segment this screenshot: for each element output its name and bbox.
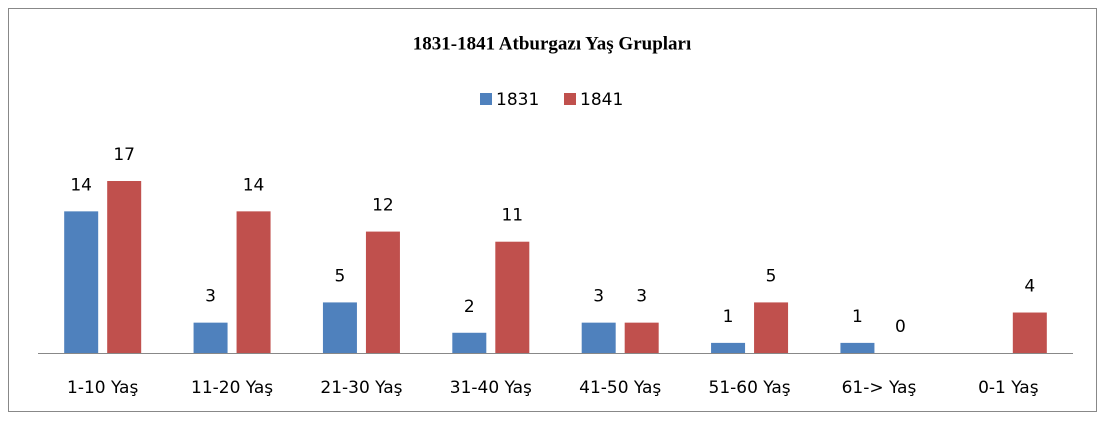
bar [495, 241, 530, 353]
data-label: 5 [335, 266, 346, 286]
bar [107, 181, 142, 353]
legend-swatch [480, 93, 492, 105]
bar [236, 211, 271, 353]
data-label: 17 [113, 145, 135, 165]
legend-swatch [564, 93, 576, 105]
data-label: 1 [723, 307, 734, 327]
chart-frame [8, 8, 1097, 412]
data-label: 2 [464, 297, 475, 317]
bar [754, 302, 789, 353]
legend-label: 1831 [496, 90, 539, 110]
bar [1012, 312, 1047, 353]
data-label: 1 [852, 307, 863, 327]
data-label: 14 [243, 175, 265, 195]
bar [322, 302, 357, 353]
x-tick-label: 11-20 Yaş [191, 378, 273, 398]
data-label: 3 [205, 287, 216, 307]
data-label: 3 [636, 287, 647, 307]
data-label: 5 [766, 266, 777, 286]
data-label: 14 [70, 175, 92, 195]
data-label: 11 [501, 206, 523, 226]
bar [840, 342, 875, 353]
data-label: 12 [372, 196, 394, 216]
x-tick-label: 61-> Yaş [842, 378, 917, 398]
x-tick-label: 41-50 Yaş [579, 378, 661, 398]
x-tick-label: 31-40 Yaş [450, 378, 532, 398]
x-tick-label: 1-10 Yaş [67, 378, 138, 398]
bar [624, 322, 659, 353]
bar [193, 322, 228, 353]
x-tick-label: 21-30 Yaş [320, 378, 402, 398]
data-label: 3 [593, 287, 604, 307]
bar [365, 231, 400, 353]
x-tick-label: 51-60 Yaş [709, 378, 791, 398]
data-label: 0 [895, 317, 906, 337]
data-label: 4 [1024, 277, 1035, 297]
bar [452, 332, 487, 353]
x-tick-label: 0-1 Yaş [978, 378, 1039, 398]
legend-label: 1841 [580, 90, 623, 110]
chart-title: 1831-1841 Atburgazı Yaş Grupları [413, 33, 692, 54]
bar [581, 322, 616, 353]
bar [64, 211, 99, 353]
bar [711, 342, 746, 353]
